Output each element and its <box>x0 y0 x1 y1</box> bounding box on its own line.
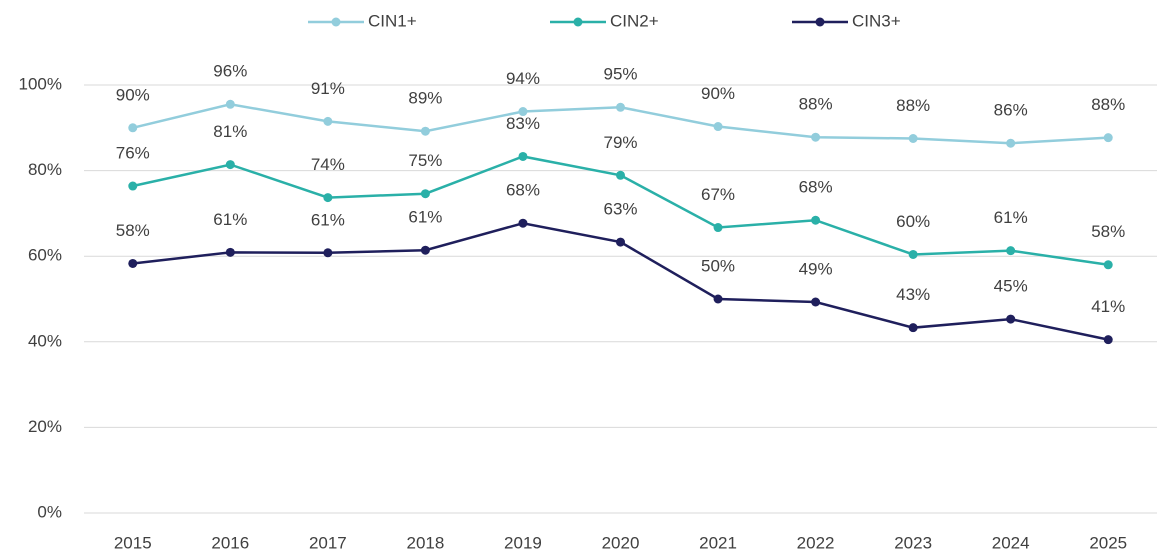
x-tick-label: 2025 <box>1089 533 1127 552</box>
data-point <box>1006 246 1016 256</box>
data-point <box>1103 335 1113 345</box>
legend-marker <box>573 17 583 27</box>
data-label: 61% <box>213 210 247 229</box>
data-point <box>225 247 235 257</box>
y-tick-label: 60% <box>28 246 62 265</box>
data-point <box>811 215 821 225</box>
data-label: 63% <box>603 200 637 219</box>
y-tick-label: 0% <box>37 502 62 521</box>
data-point <box>225 99 235 109</box>
y-tick-label: 40% <box>28 331 62 350</box>
data-label: 68% <box>799 178 833 197</box>
data-label: 50% <box>701 256 735 275</box>
data-label: 91% <box>311 79 345 98</box>
data-point <box>1103 260 1113 270</box>
data-point <box>518 107 528 117</box>
data-point <box>616 170 625 180</box>
legend-label: CIN2+ <box>610 11 659 30</box>
x-tick-label: 2016 <box>211 533 249 552</box>
legend-marker <box>331 17 341 27</box>
data-point <box>908 323 918 333</box>
data-point <box>518 218 528 228</box>
data-point <box>811 297 821 307</box>
data-label: 45% <box>994 277 1028 296</box>
data-label: 79% <box>603 133 637 152</box>
data-label: 81% <box>213 122 247 141</box>
data-point <box>420 126 430 136</box>
data-point <box>616 237 625 247</box>
x-tick-label: 2023 <box>894 533 932 552</box>
data-label: 94% <box>506 69 540 88</box>
data-label: 88% <box>896 96 930 115</box>
data-point <box>323 116 333 126</box>
legend-label: CIN1+ <box>368 11 417 30</box>
y-tick-label: 100% <box>19 74 62 93</box>
data-label: 74% <box>311 155 345 174</box>
data-point <box>420 245 430 255</box>
data-label: 61% <box>408 208 442 227</box>
data-point <box>1103 133 1113 143</box>
data-point <box>323 193 333 203</box>
data-point <box>713 122 723 132</box>
y-tick-label: 80% <box>28 160 62 179</box>
x-tick-label: 2022 <box>797 533 835 552</box>
data-label: 95% <box>603 65 637 84</box>
data-point <box>713 223 723 233</box>
data-label: 88% <box>799 95 833 114</box>
data-point <box>1006 314 1016 324</box>
data-point <box>128 123 138 133</box>
data-label: 96% <box>213 62 247 81</box>
data-point <box>908 134 918 143</box>
x-tick-label: 2021 <box>699 533 737 552</box>
data-point <box>811 132 821 142</box>
data-label: 88% <box>1091 95 1125 114</box>
data-label: 86% <box>994 101 1028 120</box>
data-point <box>225 160 235 170</box>
data-label: 41% <box>1091 297 1125 316</box>
data-label: 75% <box>408 151 442 170</box>
data-point <box>713 294 723 304</box>
data-point <box>616 102 625 112</box>
x-tick-label: 2018 <box>406 533 444 552</box>
data-point <box>908 249 918 259</box>
x-tick-label: 2017 <box>309 533 347 552</box>
data-label: 90% <box>116 85 150 104</box>
data-label: 76% <box>116 143 150 162</box>
y-tick-label: 20% <box>28 417 62 436</box>
x-tick-label: 2019 <box>504 533 542 552</box>
data-label: 67% <box>701 185 735 204</box>
data-label: 58% <box>116 221 150 240</box>
data-label: 61% <box>311 210 345 229</box>
data-point <box>128 181 138 191</box>
data-point <box>518 151 528 161</box>
data-label: 90% <box>701 84 735 103</box>
x-tick-label: 2020 <box>602 533 640 552</box>
legend-label: CIN3+ <box>852 11 901 30</box>
data-label: 61% <box>994 208 1028 227</box>
data-point <box>128 258 138 268</box>
x-tick-label: 2024 <box>992 533 1030 552</box>
data-label: 83% <box>506 114 540 133</box>
data-label: 43% <box>896 285 930 304</box>
data-label: 60% <box>896 212 930 231</box>
data-label: 58% <box>1091 222 1125 241</box>
legend-marker <box>815 17 825 27</box>
data-point <box>1006 138 1016 148</box>
data-label: 49% <box>799 259 833 278</box>
data-point <box>420 189 430 199</box>
data-label: 68% <box>506 181 540 200</box>
x-tick-label: 2015 <box>114 533 152 552</box>
data-point <box>323 248 333 258</box>
data-label: 89% <box>408 89 442 108</box>
